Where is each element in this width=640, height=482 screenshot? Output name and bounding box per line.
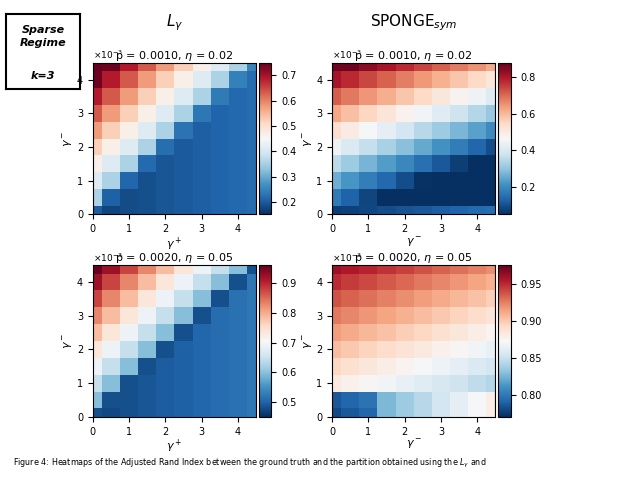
Text: $\times10^{-3}$: $\times10^{-3}$	[332, 251, 362, 264]
Title: p = 0.0020, $\eta$ = 0.05: p = 0.0020, $\eta$ = 0.05	[355, 251, 473, 265]
Text: $L_\gamma$: $L_\gamma$	[166, 12, 183, 33]
X-axis label: $\gamma^-$: $\gamma^-$	[406, 438, 422, 451]
Y-axis label: $\gamma^-$: $\gamma^-$	[62, 131, 76, 147]
Title: p = 0.0020, $\eta$ = 0.05: p = 0.0020, $\eta$ = 0.05	[115, 251, 234, 265]
Title: p = 0.0010, $\eta$ = 0.02: p = 0.0010, $\eta$ = 0.02	[115, 49, 234, 63]
Text: $\times10^{-3}$: $\times10^{-3}$	[93, 251, 123, 264]
Y-axis label: $\gamma^-$: $\gamma^-$	[62, 333, 76, 349]
Text: SPONGE$_{sym}$: SPONGE$_{sym}$	[370, 12, 458, 33]
X-axis label: $\gamma^+$: $\gamma^+$	[166, 438, 182, 455]
Y-axis label: $\gamma^-$: $\gamma^-$	[301, 333, 315, 349]
Title: p = 0.0010, $\eta$ = 0.02: p = 0.0010, $\eta$ = 0.02	[355, 49, 473, 63]
Text: Sparse
Regime: Sparse Regime	[20, 25, 67, 49]
X-axis label: $\gamma^-$: $\gamma^-$	[406, 236, 422, 249]
X-axis label: $\gamma^+$: $\gamma^+$	[166, 236, 182, 253]
Text: k=3: k=3	[31, 71, 56, 80]
Text: $\times10^{-3}$: $\times10^{-3}$	[332, 49, 362, 61]
Y-axis label: $\gamma^-$: $\gamma^-$	[301, 131, 315, 147]
Text: $\times10^{-3}$: $\times10^{-3}$	[93, 49, 123, 61]
Text: Figure 4: Heatmaps of the Adjusted Rand Index between the ground truth and the p: Figure 4: Heatmaps of the Adjusted Rand …	[13, 457, 486, 470]
